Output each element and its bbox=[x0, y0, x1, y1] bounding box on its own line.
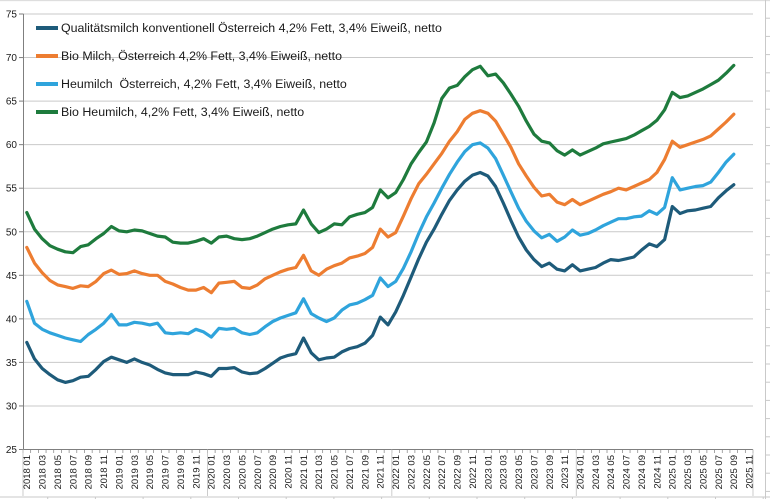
x-tick-label: 2023 05 bbox=[514, 455, 525, 489]
y-tick-label: 35 bbox=[6, 358, 18, 369]
y-tick-label: 25 bbox=[6, 445, 18, 456]
x-tick-label: 2022 05 bbox=[422, 455, 433, 489]
x-tick-label: 2025 05 bbox=[699, 455, 710, 489]
x-tick-label: 2025 01 bbox=[668, 455, 679, 489]
x-tick-label: 2024 09 bbox=[637, 455, 648, 489]
gridlines bbox=[23, 13, 753, 407]
x-tick-label: 2021 03 bbox=[314, 455, 325, 489]
y-tick-label: 70 bbox=[6, 53, 18, 64]
series-lines bbox=[25, 63, 736, 384]
x-tick-label: 2024 11 bbox=[652, 455, 663, 489]
legend-swatch-3 bbox=[36, 110, 58, 114]
x-tick-label: 2019 07 bbox=[161, 455, 172, 489]
legend-label-1: Bio Milch, Österreich 4,2% Fett, 3,4% Ei… bbox=[61, 48, 342, 63]
x-tick-label: 2020 09 bbox=[268, 455, 279, 489]
x-tick-label: 2018 11 bbox=[99, 455, 110, 489]
x-tick-label: 2024 07 bbox=[622, 455, 633, 489]
x-tick-label: 2022 01 bbox=[391, 455, 402, 489]
x-axis-labels: 2018 01 2018 03 2018 05 2018 07 2018 09 2018 … bbox=[22, 455, 755, 489]
x-tick-label: 2023 07 bbox=[529, 455, 540, 489]
x-tick-label: 2024 05 bbox=[606, 455, 617, 489]
x-tick-label: 2025 03 bbox=[683, 455, 694, 489]
y-tick-label: 30 bbox=[6, 401, 18, 412]
x-tick-label: 2019 05 bbox=[145, 455, 156, 489]
legend-swatch-1 bbox=[36, 54, 58, 58]
legend-label-3: Bio Heumilch, 4,2% Fett, 3,4% Eiweiß, ne… bbox=[61, 104, 305, 119]
x-tick-label: 2024 01 bbox=[576, 455, 587, 489]
x-tick-label: 2023 01 bbox=[483, 455, 494, 489]
x-tick-label: 2018 09 bbox=[84, 455, 95, 489]
x-tick-label: 2018 05 bbox=[53, 455, 64, 489]
x-tick-label: 2019 09 bbox=[176, 455, 187, 489]
legend-item-bio-milch: Bio Milch, Österreich 4,2% Fett, 3,4% Ei… bbox=[36, 42, 442, 70]
x-tick-label: 2021 01 bbox=[299, 455, 310, 489]
y-tick-label: 45 bbox=[6, 271, 18, 282]
y-tick-label: 65 bbox=[6, 97, 18, 108]
x-tick-label: 2020 01 bbox=[207, 455, 218, 489]
x-tick-label: 2019 11 bbox=[191, 455, 202, 489]
x-tick-label: 2023 11 bbox=[560, 455, 571, 489]
series-line-0 bbox=[25, 170, 736, 384]
legend-swatch-0 bbox=[36, 26, 58, 30]
x-tick-label: 2020 07 bbox=[253, 455, 264, 489]
series-line-2 bbox=[25, 141, 736, 344]
y-tick-label: 60 bbox=[6, 140, 18, 151]
x-tick-label: 2021 07 bbox=[345, 455, 356, 489]
y-tick-label: 75 bbox=[6, 10, 18, 21]
x-tick-label: 2019 01 bbox=[115, 455, 126, 489]
legend-label-0: Qualitätsmilch konventionell Österreich … bbox=[61, 20, 442, 35]
x-tick-label: 2021 05 bbox=[330, 455, 341, 489]
x-tick-label: 2020 05 bbox=[237, 455, 248, 489]
series-line-3 bbox=[25, 63, 736, 255]
x-tick-label: 2022 11 bbox=[468, 455, 479, 489]
x-tick-label: 2023 09 bbox=[545, 455, 556, 489]
x-tick-label: 2020 11 bbox=[284, 455, 295, 489]
x-tick-label: 2025 11 bbox=[745, 455, 756, 489]
x-tick-label: 2022 07 bbox=[437, 455, 448, 489]
legend-item-heumilch: Heumilch Österreich, 4,2% Fett, 3,4% Eiw… bbox=[36, 70, 442, 98]
x-tick-label: 2020 03 bbox=[222, 455, 233, 489]
y-tick-label: 40 bbox=[6, 314, 18, 325]
x-tick-label: 2019 03 bbox=[130, 455, 141, 489]
x-tick-label: 2021 11 bbox=[376, 455, 387, 489]
legend-item-qualitaetsmilch: Qualitätsmilch konventionell Österreich … bbox=[36, 14, 442, 42]
x-tick-label: 2025 07 bbox=[714, 455, 725, 489]
x-axis-ticks bbox=[22, 449, 754, 496]
y-tick-label: 50 bbox=[6, 227, 18, 238]
x-tick-label: 2022 03 bbox=[407, 455, 418, 489]
x-tick-label: 2025 09 bbox=[729, 455, 740, 489]
y-axis-labels: 25 30 35 40 45 50 55 60 65 70 75 bbox=[6, 10, 24, 456]
x-tick-label: 2021 09 bbox=[360, 455, 371, 489]
y-tick-label: 55 bbox=[6, 184, 18, 195]
x-tick-label: 2018 03 bbox=[38, 455, 49, 489]
legend-swatch-2 bbox=[36, 82, 58, 86]
legend-item-bio-heumilch: Bio Heumilch, 4,2% Fett, 3,4% Eiweiß, ne… bbox=[36, 98, 442, 126]
x-tick-label: 2023 03 bbox=[499, 455, 510, 489]
x-tick-label: 2018 07 bbox=[68, 455, 79, 489]
series-line-1 bbox=[25, 109, 736, 295]
x-tick-label: 2024 03 bbox=[591, 455, 602, 489]
x-tick-label: 2018 01 bbox=[22, 455, 33, 489]
legend-label-2: Heumilch Österreich, 4,2% Fett, 3,4% Eiw… bbox=[61, 76, 347, 91]
chart-legend: Qualitätsmilch konventionell Österreich … bbox=[36, 14, 442, 126]
x-tick-label: 2022 09 bbox=[453, 455, 464, 489]
